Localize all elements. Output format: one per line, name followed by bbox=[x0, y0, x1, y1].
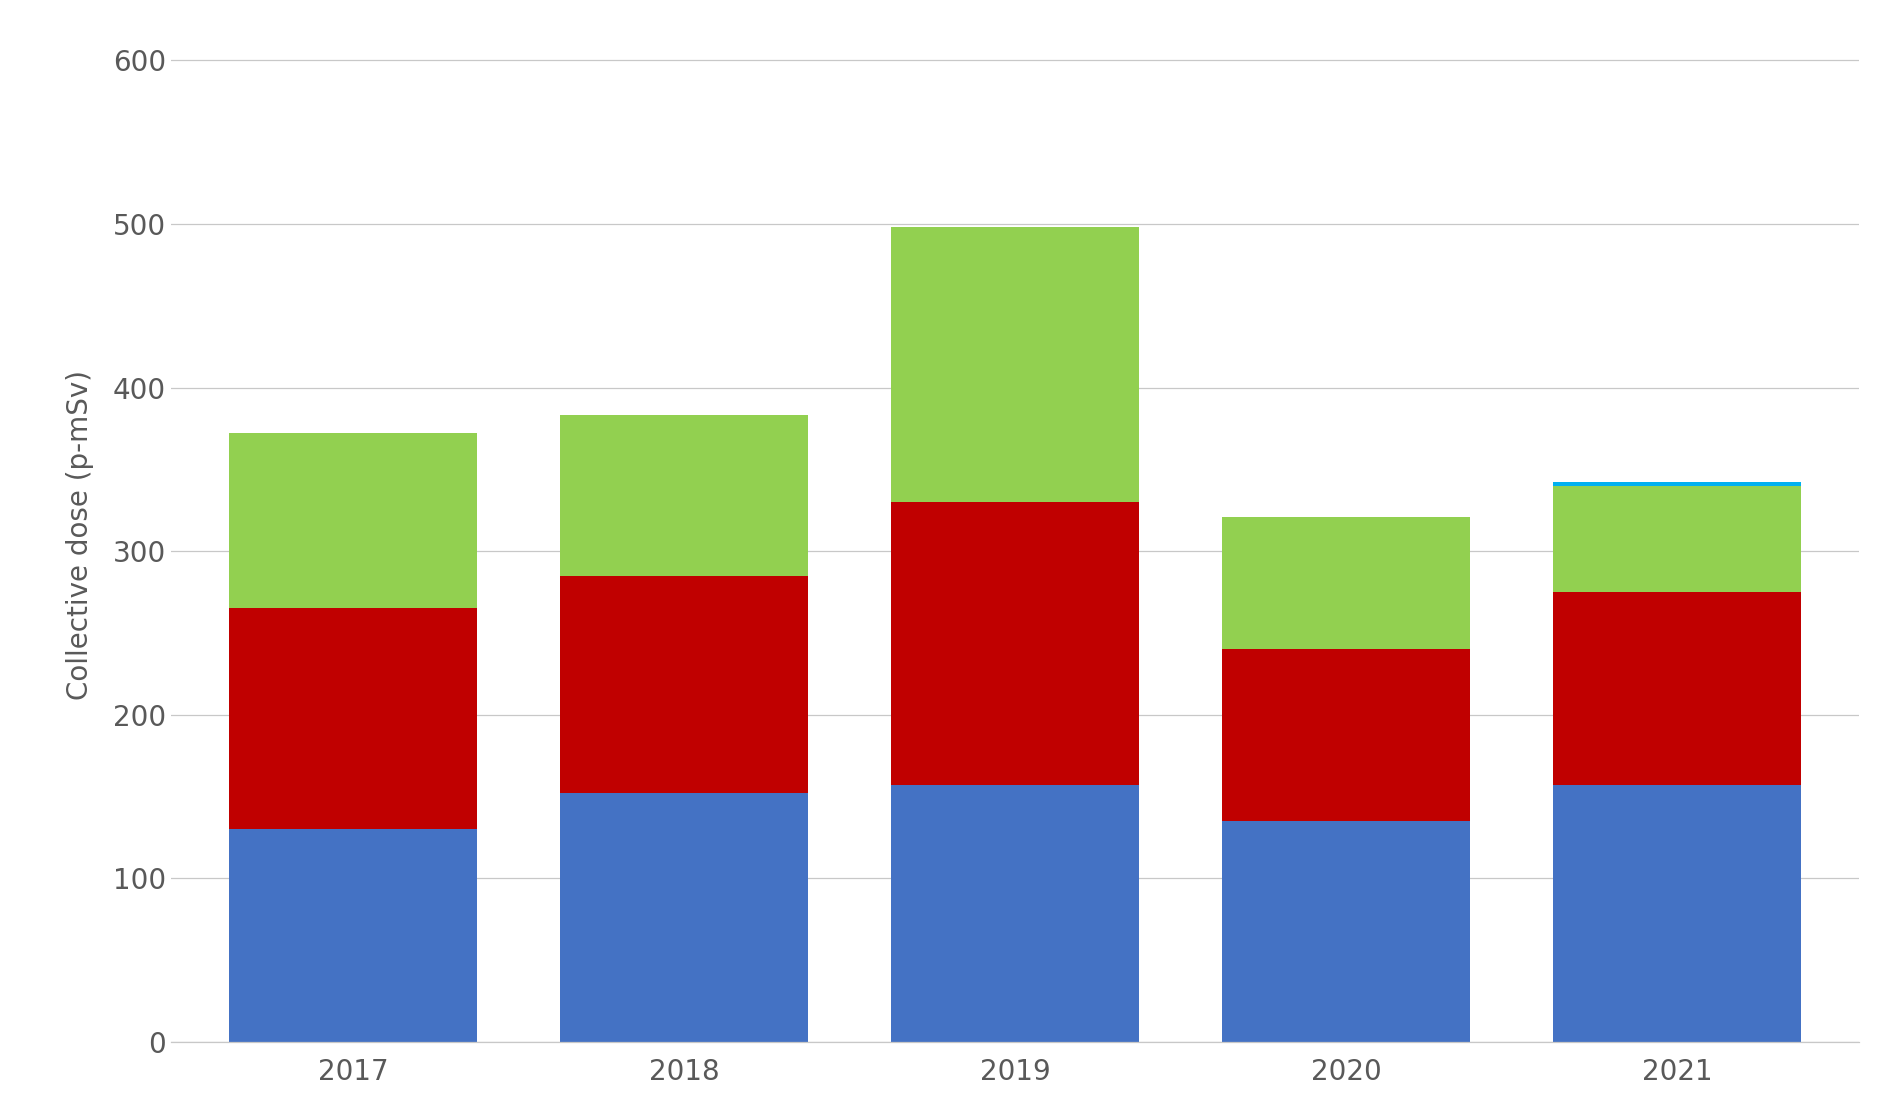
Bar bbox=[891, 227, 1140, 502]
Bar bbox=[228, 829, 477, 1042]
Bar bbox=[1553, 482, 1802, 486]
Bar bbox=[560, 416, 808, 576]
Bar bbox=[891, 785, 1140, 1042]
Bar bbox=[228, 608, 477, 829]
Bar bbox=[560, 793, 808, 1042]
Bar bbox=[1553, 785, 1802, 1042]
Bar bbox=[1223, 517, 1470, 649]
Bar bbox=[891, 502, 1140, 785]
Bar bbox=[560, 576, 808, 793]
Y-axis label: Collective dose (p-mSv): Collective dose (p-mSv) bbox=[66, 370, 94, 700]
Bar bbox=[1553, 592, 1802, 785]
Bar bbox=[228, 433, 477, 608]
Bar bbox=[1223, 649, 1470, 821]
Bar bbox=[1553, 486, 1802, 592]
Bar bbox=[1223, 821, 1470, 1042]
